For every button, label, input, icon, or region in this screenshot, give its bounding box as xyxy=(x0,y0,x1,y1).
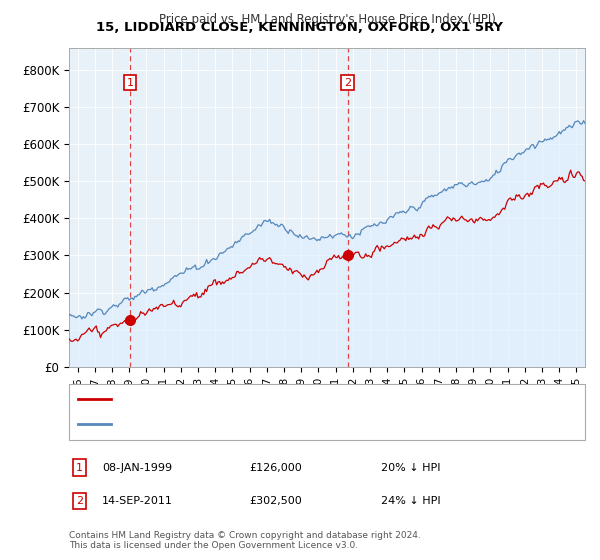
Text: 14-SEP-2011: 14-SEP-2011 xyxy=(102,496,173,506)
Text: 2: 2 xyxy=(344,78,352,88)
Text: 15, LIDDIARD CLOSE, KENNINGTON, OXFORD, OX1 5RY (detached house): 15, LIDDIARD CLOSE, KENNINGTON, OXFORD, … xyxy=(117,394,497,404)
Text: 2: 2 xyxy=(76,496,83,506)
Text: 1: 1 xyxy=(76,463,83,473)
Text: 1: 1 xyxy=(127,78,133,88)
Text: 08-JAN-1999: 08-JAN-1999 xyxy=(102,463,172,473)
Text: £126,000: £126,000 xyxy=(249,463,302,473)
Text: 15, LIDDIARD CLOSE, KENNINGTON, OXFORD, OX1 5RY: 15, LIDDIARD CLOSE, KENNINGTON, OXFORD, … xyxy=(97,21,503,34)
Text: 24% ↓ HPI: 24% ↓ HPI xyxy=(381,496,440,506)
Text: HPI: Average price, detached house, Vale of White Horse: HPI: Average price, detached house, Vale… xyxy=(117,419,413,429)
Text: 20% ↓ HPI: 20% ↓ HPI xyxy=(381,463,440,473)
Text: Contains HM Land Registry data © Crown copyright and database right 2024.
This d: Contains HM Land Registry data © Crown c… xyxy=(69,530,421,550)
Title: Price paid vs. HM Land Registry's House Price Index (HPI): Price paid vs. HM Land Registry's House … xyxy=(158,13,496,26)
Text: £302,500: £302,500 xyxy=(249,496,302,506)
